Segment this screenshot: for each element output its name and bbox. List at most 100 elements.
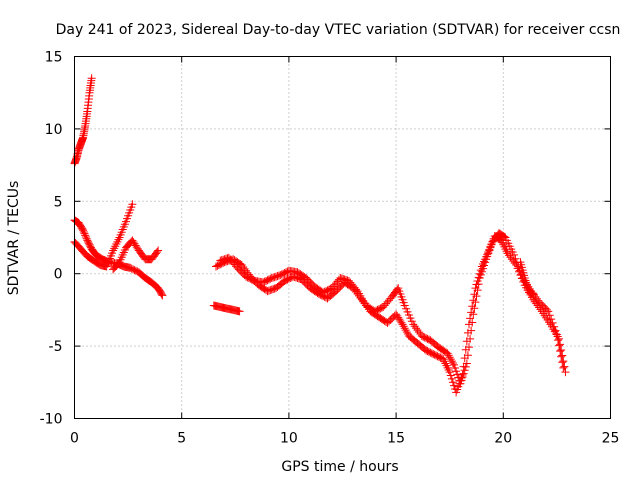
- data-point: [445, 368, 454, 377]
- data-points: [70, 74, 570, 397]
- data-point: [128, 200, 137, 209]
- data-point: [469, 310, 478, 319]
- data-point: [470, 304, 479, 313]
- data-point: [544, 307, 553, 316]
- data-point: [402, 328, 411, 337]
- x-tick-label: 0: [70, 431, 79, 447]
- data-point: [154, 246, 163, 255]
- data-point: [80, 229, 89, 238]
- data-point: [463, 351, 472, 360]
- data-point: [548, 318, 557, 327]
- data-point: [511, 254, 520, 263]
- data-point: [400, 324, 409, 333]
- data-point: [394, 313, 403, 322]
- chart-title: Day 241 of 2023, Sidereal Day-to-day VTE…: [56, 22, 621, 38]
- data-point: [559, 357, 568, 366]
- data-point: [445, 353, 454, 362]
- data-point: [132, 243, 141, 252]
- data-point: [395, 315, 404, 324]
- data-point: [131, 241, 140, 250]
- y-tick-label: 10: [45, 122, 63, 138]
- data-point: [393, 311, 402, 320]
- data-point: [446, 371, 455, 380]
- data-point: [447, 374, 456, 383]
- axis-ticks: [74, 56, 611, 419]
- y-tick-labels: -10 -5 0 5 10 15: [40, 50, 63, 428]
- data-point: [471, 298, 480, 307]
- y-tick-label: 0: [54, 267, 63, 283]
- data-point: [114, 259, 123, 268]
- series-track-f: [216, 229, 568, 388]
- data-point: [460, 366, 469, 375]
- data-point: [466, 334, 475, 343]
- y-tick-label: -10: [40, 412, 63, 428]
- data-point: [447, 357, 456, 366]
- data-point: [468, 318, 477, 327]
- data-point: [462, 359, 471, 368]
- data-point: [560, 362, 569, 371]
- data-point: [398, 320, 407, 329]
- y-tick-label: 5: [54, 194, 63, 210]
- data-point: [558, 358, 567, 367]
- data-point: [457, 376, 466, 385]
- data-point: [158, 291, 167, 300]
- data-point: [459, 369, 468, 378]
- data-point: [79, 227, 88, 236]
- data-point: [551, 326, 560, 335]
- data-point: [396, 317, 405, 326]
- data-point: [559, 363, 568, 372]
- series-track-c: [70, 200, 137, 271]
- data-point: [446, 355, 455, 364]
- data-point: [470, 290, 479, 299]
- x-tick-label: 5: [177, 431, 186, 447]
- y-tick-label: -5: [49, 339, 63, 355]
- data-point: [556, 340, 565, 349]
- data-point: [529, 289, 538, 298]
- data-point: [157, 290, 166, 299]
- x-tick-labels: 0 5 10 15 20 25: [70, 431, 619, 447]
- data-point: [128, 236, 137, 245]
- data-point: [81, 233, 90, 242]
- data-point: [444, 351, 453, 360]
- data-point: [513, 264, 522, 273]
- grid-lines: [74, 56, 611, 419]
- data-point: [448, 378, 457, 387]
- data-point: [547, 315, 556, 324]
- data-point: [467, 308, 476, 317]
- x-axis-label: GPS time / hours: [281, 459, 398, 475]
- data-point: [443, 349, 452, 358]
- x-tick-label: 20: [494, 431, 512, 447]
- data-point: [81, 231, 90, 240]
- data-point: [467, 326, 476, 335]
- data-point: [464, 320, 473, 329]
- data-point: [352, 285, 361, 294]
- data-point: [235, 307, 244, 316]
- data-point: [129, 238, 138, 247]
- data-point: [561, 368, 570, 377]
- data-point: [464, 343, 473, 352]
- series-track-g: [209, 301, 244, 316]
- data-point: [553, 336, 562, 345]
- data-point: [474, 280, 483, 289]
- series-track-d: [109, 236, 163, 274]
- x-tick-label: 15: [387, 431, 405, 447]
- data-point: [87, 74, 96, 83]
- data-point: [471, 284, 480, 293]
- data-point: [79, 226, 88, 235]
- data-point: [557, 345, 566, 354]
- data-point: [456, 379, 465, 388]
- data-point: [542, 305, 551, 314]
- data-point: [397, 318, 406, 327]
- data-point: [96, 253, 105, 262]
- data-point: [558, 351, 567, 360]
- data-point: [556, 347, 565, 356]
- data-point: [469, 296, 478, 305]
- data-point: [557, 352, 566, 361]
- data-point: [510, 250, 519, 259]
- series-track-h: [516, 258, 538, 298]
- data-point: [95, 260, 104, 269]
- data-point: [461, 362, 470, 371]
- data-point: [550, 322, 559, 331]
- plot-frame: [74, 56, 611, 419]
